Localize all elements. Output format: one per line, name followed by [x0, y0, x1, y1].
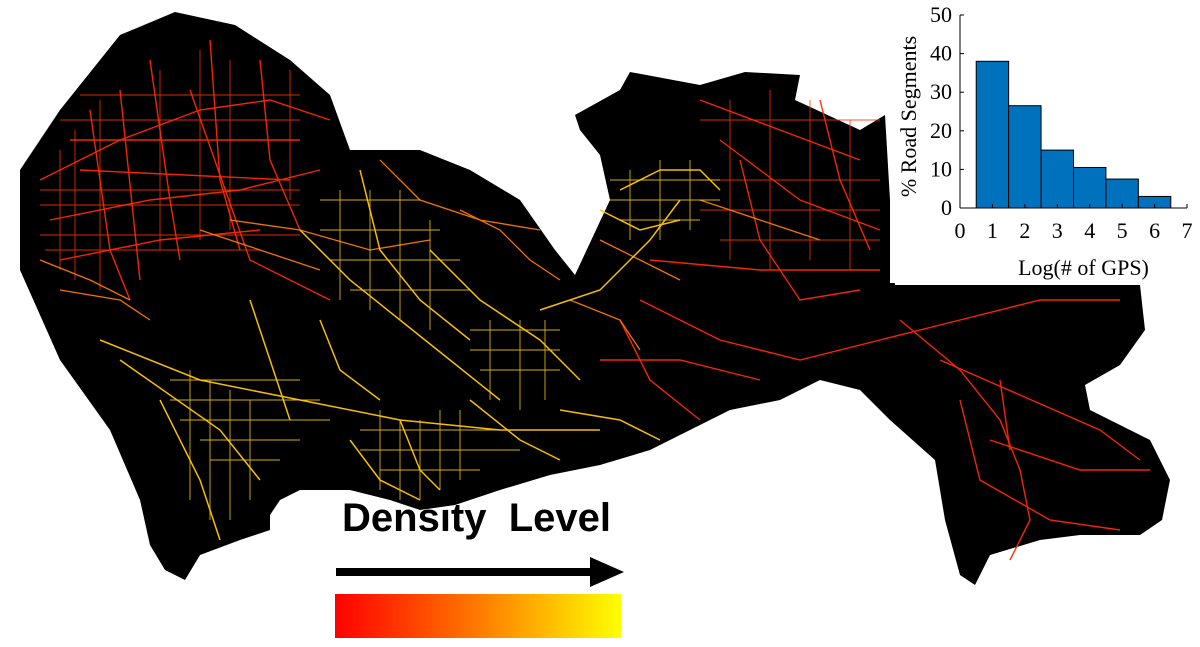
- x-tick-label: 6: [1149, 218, 1160, 243]
- y-tick-label: 40: [930, 41, 952, 66]
- y-tick-label: 50: [930, 2, 952, 27]
- x-tick-label: 2: [1019, 218, 1030, 243]
- roads-high-density-grid: [170, 160, 720, 520]
- y-axis-label: % Road Segments: [896, 36, 921, 197]
- histogram-bar: [1008, 105, 1042, 209]
- x-axis-label: Log(# of GPS): [1018, 255, 1149, 280]
- histogram-bar: [1040, 149, 1074, 209]
- histogram-bar: [975, 60, 1010, 209]
- histogram-bar: [1073, 166, 1107, 209]
- x-tick-label: 5: [1117, 218, 1128, 243]
- density-color-bar: [335, 594, 621, 638]
- x-tick-label: 4: [1084, 218, 1095, 243]
- legend-title: Density Level: [342, 496, 612, 540]
- roads-low-density-grid: [40, 50, 880, 290]
- x-tick-label: 1: [987, 218, 998, 243]
- y-tick-label: 10: [930, 156, 952, 181]
- y-tick-label: 30: [930, 79, 952, 104]
- y-tick-label: 20: [930, 118, 952, 143]
- x-tick-label: 3: [1052, 218, 1063, 243]
- histogram-inset: 0 1 2 3 4 5 6 7 0 10 20 30 40 50 Log(# of GPS)% Road S…: [890, 0, 1200, 283]
- x-tick-label: 0: [955, 218, 966, 243]
- histogram-bar: [1105, 178, 1139, 209]
- y-tick-label: 0: [941, 195, 952, 220]
- region-outline: [20, 12, 1170, 585]
- x-tick-label: 7: [1182, 218, 1193, 243]
- roads-mid-density: [39, 159, 821, 351]
- density-arrow-icon: [336, 557, 624, 587]
